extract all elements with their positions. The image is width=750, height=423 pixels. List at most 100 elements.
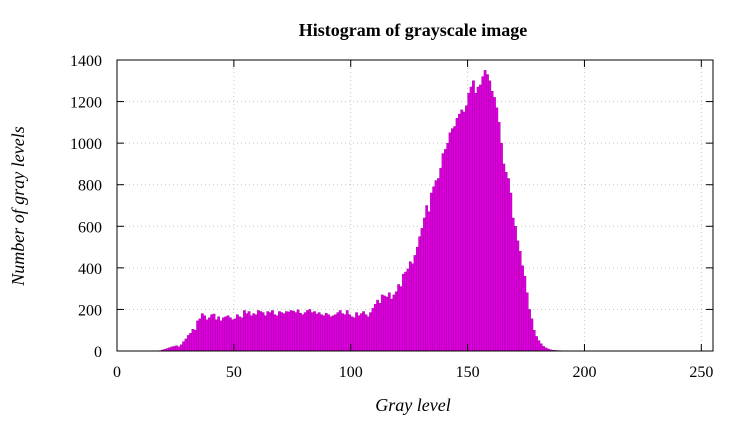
histogram-bar [442,154,444,351]
histogram-bar [201,314,203,351]
histogram-bar [388,293,390,351]
histogram-bar [390,299,392,351]
histogram-bar [477,87,479,351]
histogram-bar [376,300,378,351]
y-tick-label: 800 [78,178,102,195]
histogram-bar [400,287,402,351]
histogram-bar [489,81,491,351]
histogram-bar [288,312,290,351]
histogram-bar [416,247,418,351]
histogram-bar [187,335,189,351]
histogram-bar [369,313,371,351]
histogram-bar [372,308,374,351]
histogram-bar [409,262,411,351]
chart-title: Histogram of grayscale image [299,20,527,40]
histogram-bar [248,312,250,351]
histogram-bar [531,319,533,351]
histogram-bar [267,312,269,351]
histogram-bar [236,315,238,351]
y-tick-label: 0 [94,344,102,361]
histogram-bar [330,317,332,351]
y-tick-label: 1200 [70,95,102,112]
histogram-bar [241,318,243,351]
histogram-bar [175,346,177,351]
histogram-bar [243,310,245,351]
histogram-bar [404,272,406,351]
histogram-bar [180,345,182,351]
histogram-bar [269,313,271,351]
histogram-bar [468,93,470,351]
histogram-bar [383,296,385,351]
histogram-bar [302,315,304,351]
histogram-bar [538,341,540,351]
histogram-bar [320,315,322,351]
histogram-bar [512,218,514,351]
histogram-bar [332,316,334,351]
histogram-bar [346,310,348,351]
histogram-bar [192,329,194,351]
histogram-bar [255,315,257,351]
histogram-bar [533,330,535,351]
histogram-bar [458,114,460,351]
histogram-bar [510,193,512,351]
histogram-bar [421,228,423,351]
histogram-bar [484,70,486,351]
histogram-bar [362,312,364,351]
histogram-bar [397,284,399,351]
histogram-bar [486,75,488,351]
histogram-bar [528,309,530,351]
histogram-bar [218,317,220,351]
histogram-bar [341,314,343,351]
histogram-bar [456,118,458,351]
histogram-bar [210,315,212,351]
histogram-bar [430,193,432,351]
histogram-bar [189,333,191,351]
histogram-bar [194,330,196,351]
histogram-bar [173,346,175,351]
histogram-bar [299,313,301,351]
histogram-bar [276,316,278,351]
histogram-bar [435,181,437,351]
histogram-bar [171,347,173,351]
histogram-bar [313,312,315,351]
histogram-bar [182,342,184,351]
histogram-bar [196,321,198,351]
histogram-bar [325,313,327,351]
histogram-bar [339,310,341,351]
histogram-bar [206,320,208,351]
histogram-bar [250,316,252,351]
histogram-bars [159,70,563,351]
histogram-bar [500,143,502,351]
histogram-bar [360,314,362,351]
y-tick-label: 200 [78,302,102,319]
histogram-bar [479,85,481,351]
histogram-bar [517,241,519,351]
histogram-bar [316,314,318,351]
y-tick-label: 600 [78,219,102,236]
histogram-bar [353,318,355,351]
histogram-bar [185,339,187,351]
histogram-bar [507,178,509,351]
histogram-bar [271,310,273,351]
histogram-bar [491,91,493,351]
histogram-bar [447,143,449,351]
x-tick-label: 200 [572,364,596,381]
histogram-bar [433,187,435,351]
histogram-bar [374,304,376,351]
histogram-bar [285,312,287,351]
y-tick-label: 1400 [70,53,102,70]
y-axis-label: Number of gray levels [8,126,28,286]
histogram-bar [239,317,241,351]
histogram-bar [463,112,465,351]
histogram-bar [323,316,325,351]
histogram-bar [262,313,264,351]
histogram-bar [423,218,425,351]
histogram-bar [386,297,388,351]
histogram-bar [222,318,224,351]
histogram-bar [505,172,507,351]
histogram-bar [440,168,442,351]
histogram-bar [482,77,484,351]
histogram-bar [414,255,416,351]
